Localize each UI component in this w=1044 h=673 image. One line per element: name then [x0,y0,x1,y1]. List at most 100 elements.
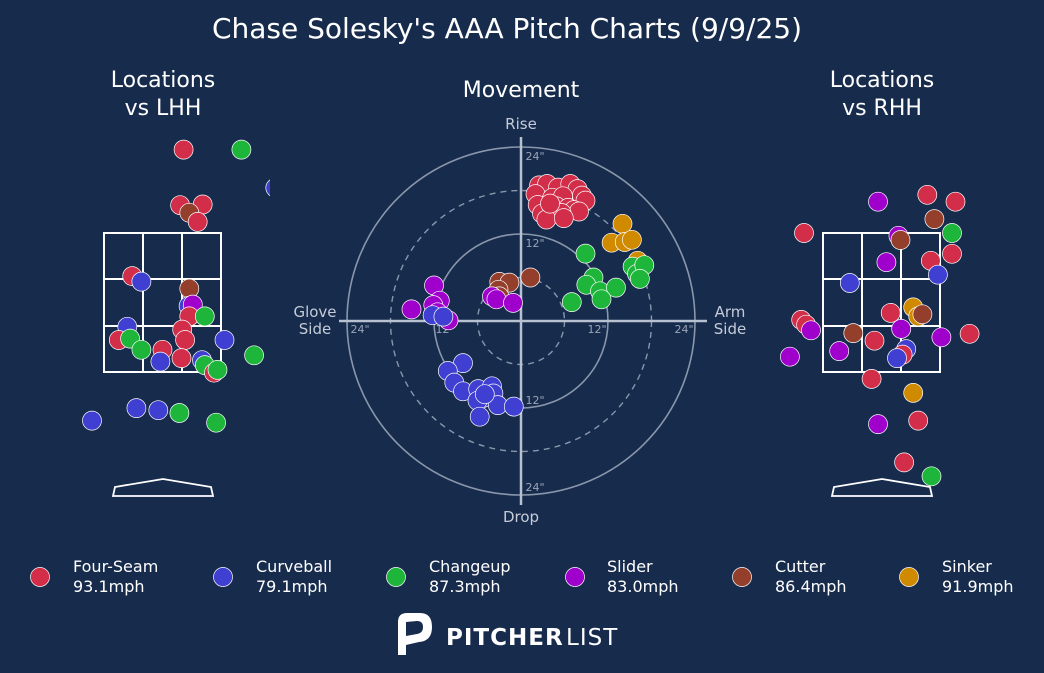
lhh-point-four-seam [171,348,192,368]
pitcherlist-logo-icon [398,613,432,655]
strike-zone-rhh [822,232,941,373]
legend-item-curveball: Curveball 79.1mph [213,557,332,596]
ring-label-right-12: 12" [587,323,606,336]
legend-speed-four-seam: 93.1mph [73,577,145,596]
rhh-point-slider [829,341,850,361]
movement-grid [339,137,707,505]
rhh-point-curveball [928,264,948,285]
lhh-point-four-seam [173,139,194,160]
lhh-point-curveball [82,410,102,431]
lhh-point-changeup [194,306,215,327]
home-plate-rhh [830,478,934,497]
rhh-point-four-seam [861,369,882,389]
lhh-point-changeup [169,403,190,423]
movement-point-slider [503,293,523,313]
lhh-point-changeup [207,360,228,380]
movement-point-four-seam [553,208,574,228]
movement-point-slider [486,289,507,310]
rhh-point-sinker [903,383,924,403]
rhh-point-four-seam [959,323,980,344]
axis-label-arm-2: Side [714,320,746,338]
rhh-point-curveball [887,348,907,368]
movement-title: Movement [463,78,580,103]
panel-movement: Movement 12" 24" 12" 24" 12" 24" 12" 24"… [293,78,746,526]
lhh-point-four-seam [175,330,195,350]
legend-marker-curveball [213,567,233,587]
legend-item-cutter: Cutter 86.4mph [732,557,847,596]
ring-label-up-24: 24" [525,150,544,163]
lhh-point-four-seam [187,212,208,232]
ring-label-left-24: 24" [350,323,369,336]
legend-marker-changeup [386,567,406,587]
legend-marker-slider [565,567,585,587]
lhh-point-changeup [131,339,152,360]
axis-label-arm-1: Arm [715,303,746,321]
pitcherlist-logo: PITCHER LIST [398,613,618,655]
legend-marker-four-seam [30,567,50,587]
lhh-point-curveball [214,330,235,350]
legend-marker-sinker [899,567,919,587]
lhh-point-curveball [131,271,152,292]
lhh-point-changeup [244,345,264,366]
movement-point-cutter [520,267,541,288]
rhh-point-slider [931,327,952,348]
movement-point-slider [401,299,422,320]
legend-marker-cutter [732,567,752,587]
legend-label-changeup: Changeup [429,557,511,576]
home-plate-lhh [111,478,215,497]
axis-label-drop: Drop [503,508,539,526]
panel-locations-lhh: Locations vs LHH [82,68,270,539]
legend-speed-curveball: 79.1mph [256,577,328,596]
axis-label-rise: Rise [505,115,537,133]
movement-point-changeup [591,289,612,310]
legend-speed-cutter: 86.4mph [775,577,847,596]
lhh-point-curveball [265,179,270,197]
legend-item-slider: Slider 83.0mph [565,557,679,596]
lhh-point-curveball [126,398,147,418]
rhh-point-four-seam [894,452,914,473]
legend-label-sinker: Sinker [942,557,992,576]
lhh-point-curveball [164,520,183,539]
legend-speed-changeup: 87.3mph [429,577,501,596]
panel-locations-rhh: Locations vs RHH [780,68,980,497]
rhh-point-four-seam [880,303,901,323]
rhh-point-slider [876,252,897,273]
rhh-point-changeup [921,466,942,487]
lhh-point-cutter [179,278,200,299]
rhh-point-four-seam [942,243,962,264]
rhh-point-four-seam [794,223,814,243]
legend-label-slider: Slider [607,557,653,576]
legend-speed-slider: 83.0mph [607,577,679,596]
movement-point-curveball [469,406,490,427]
lhh-point-curveball [150,351,171,372]
lhh-point-curveball [148,400,169,421]
rhh-point-slider [801,320,821,341]
lhh-title-line-1: Locations [111,68,216,93]
rhh-point-slider [780,346,800,367]
movement-point-changeup [630,269,650,289]
movement-point-curveball [474,384,495,405]
rhh-point-cutter [890,230,911,250]
rhh-point-curveball [839,273,860,293]
rhh-point-four-seam [945,191,966,212]
movement-point-changeup [606,277,626,298]
movement-point-changeup [561,292,582,312]
movement-point-curveball [433,306,454,327]
rhh-point-four-seam [864,330,885,351]
legend-item-changeup: Changeup 87.3mph [386,557,511,596]
rhh-point-four-seam [917,184,938,205]
legend-speed-sinker: 91.9mph [942,577,1014,596]
lhh-point-changeup [231,139,252,160]
rhh-point-slider [891,319,912,339]
legend-item-sinker: Sinker 91.9mph [899,557,1014,596]
brand-list: LIST [566,625,618,651]
lhh-point-changeup [206,412,226,433]
rhh-point-slider [868,414,888,434]
ring-label-down-12: 12" [525,394,544,407]
rhh-point-cutter [924,209,945,229]
rhh-point-four-seam [908,410,929,431]
legend-label-curveball: Curveball [256,557,332,576]
legend-item-four-seam: Four-Seam 93.1mph [30,557,158,596]
legend: Four-Seam 93.1mph Curveball 79.1mph Chan… [30,557,1014,596]
